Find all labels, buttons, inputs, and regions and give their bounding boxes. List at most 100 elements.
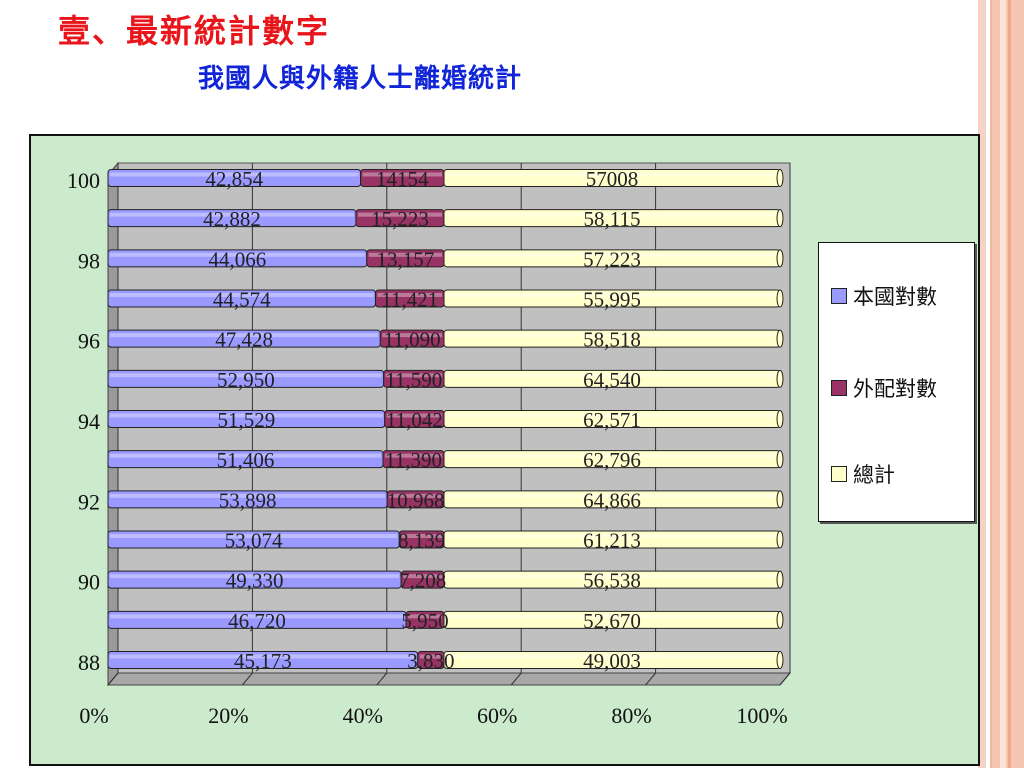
data-label: 11,042 <box>386 408 443 432</box>
x-gridline-floor <box>510 672 522 686</box>
data-label: 47,428 <box>215 328 273 352</box>
data-label: 3,830 <box>407 649 454 673</box>
data-label: 53,074 <box>225 529 283 553</box>
data-label: 62,796 <box>583 448 641 472</box>
data-label: 49,330 <box>226 569 284 593</box>
plot-floor <box>106 672 792 686</box>
bar-highlight <box>446 453 778 458</box>
legend-item-foreign: 外配對數 <box>831 373 937 403</box>
bar-highlight <box>362 172 442 177</box>
legend-label: 總計 <box>853 463 895 487</box>
bar-end-cap <box>776 570 784 589</box>
bar-highlight <box>377 293 442 297</box>
data-label: 56,538 <box>583 569 641 593</box>
x-gridline-floor <box>645 672 656 686</box>
data-label: 62,571 <box>583 408 641 432</box>
x-tick-label: 40% <box>343 703 383 728</box>
data-label: 11,090 <box>384 328 441 352</box>
bar-highlight <box>446 413 778 418</box>
y-tick-label: 98 <box>78 248 100 273</box>
y-tick-label: 90 <box>78 570 100 595</box>
x-gridline-floor <box>376 672 388 686</box>
data-label: 42,854 <box>205 167 263 191</box>
data-label: 44,574 <box>213 288 271 312</box>
bar-highlight <box>446 493 778 498</box>
data-label: 51,406 <box>217 448 275 472</box>
bar-highlight <box>110 373 382 378</box>
data-label: 52,670 <box>583 609 641 633</box>
bar-end-cap <box>776 369 784 388</box>
data-label: 51,529 <box>217 408 275 432</box>
bar-highlight <box>110 614 405 619</box>
bar-end-cap <box>776 410 784 428</box>
y-tick-label: 88 <box>78 650 100 675</box>
data-label: 58,518 <box>583 328 641 352</box>
data-label: 42,882 <box>203 207 261 231</box>
bar-highlight <box>445 212 778 217</box>
bar-highlight <box>368 252 442 257</box>
bar-highlight <box>403 574 442 579</box>
data-label: 57008 <box>586 167 639 191</box>
bar-highlight <box>110 654 416 659</box>
decorative-rail <box>990 0 1024 768</box>
decorative-rail <box>978 0 986 768</box>
chart-subtitle: 我國人與外籍人士離婚統計 <box>198 64 523 94</box>
data-label: 44,066 <box>208 247 266 271</box>
bar-highlight <box>110 453 382 458</box>
data-label: 64,866 <box>583 488 641 512</box>
data-label: 64,540 <box>583 368 641 392</box>
data-label: 58,115 <box>583 207 640 231</box>
x-tick-label: 100% <box>736 703 787 728</box>
legend-item-domestic: 本國對數 <box>831 281 937 311</box>
bar-highlight <box>446 252 778 257</box>
bar-end-cap <box>776 209 784 228</box>
bar-highlight <box>357 212 442 217</box>
legend-swatch <box>831 466 847 482</box>
bar-highlight <box>446 534 778 538</box>
x-gridline-floor <box>779 672 791 686</box>
bar-highlight <box>446 654 778 659</box>
chart-legend: 本國對數 外配對數 總計 <box>818 242 975 522</box>
data-label: 61,213 <box>583 529 641 553</box>
data-label: 53,898 <box>219 488 277 512</box>
bar-highlight <box>446 293 778 297</box>
bar-highlight <box>408 614 442 619</box>
bar-end-cap <box>776 610 784 629</box>
x-gridline-floor <box>242 672 253 686</box>
decorative-rail <box>1008 0 1011 768</box>
bar-end-cap <box>776 651 784 669</box>
data-label: 11,590 <box>385 368 442 392</box>
x-tick-label: 80% <box>611 703 651 728</box>
bar-highlight <box>110 413 383 418</box>
bar-highlight <box>110 534 398 538</box>
bar-end-cap <box>776 450 784 469</box>
y-tick-label: 100 <box>67 168 100 193</box>
decorative-rail <box>1000 0 1006 768</box>
data-label: 45,173 <box>234 649 292 673</box>
data-label: 10,968 <box>387 488 445 512</box>
data-label: 7,208 <box>399 569 446 593</box>
data-label: 14154 <box>376 167 429 191</box>
legend-swatch <box>831 288 847 304</box>
bar-end-cap <box>776 249 784 268</box>
data-label: 55,995 <box>583 288 641 312</box>
bar-end-cap <box>776 169 784 187</box>
bar-highlight <box>110 252 365 257</box>
data-label: 52,950 <box>217 368 275 392</box>
data-label: 8,139 <box>398 529 445 553</box>
x-gridline-floor <box>107 672 119 686</box>
data-label: 46,720 <box>228 609 286 633</box>
x-tick-label: 20% <box>208 703 248 728</box>
bar-end-cap <box>776 530 784 549</box>
legend-label: 外配對數 <box>853 377 937 401</box>
bar-highlight <box>110 574 400 579</box>
bar-highlight <box>110 293 374 297</box>
bar-highlight <box>110 212 354 217</box>
legend-item-total: 總計 <box>831 459 895 489</box>
bar-highlight <box>446 333 778 338</box>
bar-highlight <box>385 373 442 378</box>
legend-swatch <box>831 380 847 396</box>
bar-highlight <box>446 614 778 619</box>
data-label: 5,950 <box>401 609 448 633</box>
